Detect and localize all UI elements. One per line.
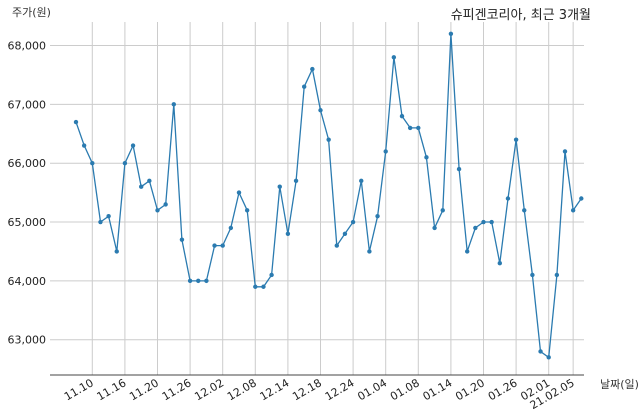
y-tick-label: 64,000	[8, 275, 47, 288]
chart-title: 슈피겐코리아, 최근 3개월	[451, 8, 591, 23]
x-tick-label: 11.26	[160, 376, 194, 403]
data-point	[497, 261, 502, 266]
x-tick-label: 11.20	[127, 376, 161, 403]
data-point	[147, 178, 152, 184]
data-point	[359, 178, 364, 184]
data-point	[416, 125, 421, 131]
x-axis-label: 날짜(일)	[600, 377, 639, 391]
y-tick-label: 66,000	[8, 157, 47, 170]
x-tick-label: 01.26	[486, 376, 520, 403]
data-point	[122, 161, 128, 166]
data-point	[489, 219, 494, 225]
data-point	[481, 219, 486, 225]
data-point	[391, 55, 397, 60]
data-point	[513, 137, 519, 142]
data-point	[432, 225, 437, 231]
data-point	[253, 284, 258, 289]
data-point	[187, 278, 193, 284]
data-point	[546, 355, 551, 360]
data-point	[579, 196, 584, 201]
data-point	[473, 225, 478, 231]
data-point	[407, 125, 413, 131]
data-point	[562, 149, 568, 154]
x-tick-label: 12.18	[290, 376, 324, 403]
data-point	[440, 208, 445, 213]
data-point	[228, 225, 234, 231]
data-point	[448, 31, 454, 36]
data-point	[342, 231, 348, 236]
data-point	[570, 208, 576, 213]
data-point	[383, 149, 388, 154]
data-point	[106, 213, 111, 219]
data-point	[212, 243, 217, 248]
x-tick-label: 12.08	[225, 376, 259, 403]
data-point	[318, 108, 323, 113]
data-point	[350, 219, 356, 225]
data-point	[73, 119, 79, 125]
data-point	[277, 184, 282, 189]
x-tick-label: 11.10	[62, 376, 96, 403]
data-point	[81, 143, 87, 148]
x-tick-labels: 11.1011.1611.2011.2612.0212.0812.1412.18…	[62, 376, 577, 412]
data-point	[367, 249, 372, 254]
data-point	[302, 84, 307, 89]
data-point	[334, 243, 339, 248]
x-tick-label: 01.14	[421, 376, 455, 403]
x-tick-label: 01.08	[388, 376, 422, 403]
data-point	[554, 272, 560, 278]
data-point	[220, 243, 225, 248]
y-tick-label: 68,000	[8, 40, 47, 53]
data-point	[130, 143, 136, 148]
data-point	[375, 213, 380, 219]
data-point	[114, 249, 119, 254]
data-point	[293, 178, 299, 184]
data-point	[204, 278, 209, 284]
data-point	[456, 166, 462, 172]
y-tick-label: 65,000	[8, 216, 47, 229]
data-point	[465, 249, 470, 254]
data-point	[538, 349, 543, 354]
data-point	[171, 102, 176, 107]
data-point	[244, 208, 250, 213]
x-tick-label: 01.20	[453, 376, 487, 403]
data-point	[424, 155, 429, 160]
y-axis-label: 주가(원)	[12, 6, 51, 19]
data-point	[522, 208, 527, 213]
data-point	[269, 272, 274, 278]
y-tick-label: 63,000	[8, 334, 47, 347]
data-point	[179, 237, 185, 242]
series-line	[75, 33, 582, 359]
data-point	[326, 137, 331, 142]
data-point	[236, 190, 242, 195]
data-point	[98, 219, 103, 225]
grid	[50, 22, 584, 375]
y-tick-labels: 63,000 64,000 65,000 66,000 67,000 68,000	[8, 40, 47, 347]
x-tick-label: 12.24	[323, 376, 357, 403]
y-tick-label: 67,000	[8, 98, 47, 111]
x-tick-label: 01.04	[355, 376, 389, 403]
x-tick-label: 12.02	[192, 376, 226, 403]
x-tick-label: 12.14	[258, 376, 292, 403]
series	[73, 31, 584, 360]
data-point	[285, 231, 291, 236]
data-point	[505, 196, 511, 201]
data-point	[261, 284, 266, 289]
data-point	[90, 161, 95, 166]
data-point	[139, 184, 144, 189]
data-point	[399, 113, 405, 119]
data-point	[196, 278, 201, 284]
data-point	[155, 208, 160, 213]
data-point	[530, 272, 535, 278]
x-tick-label: 11.16	[95, 376, 129, 403]
data-point	[163, 202, 168, 207]
data-point	[310, 66, 315, 72]
